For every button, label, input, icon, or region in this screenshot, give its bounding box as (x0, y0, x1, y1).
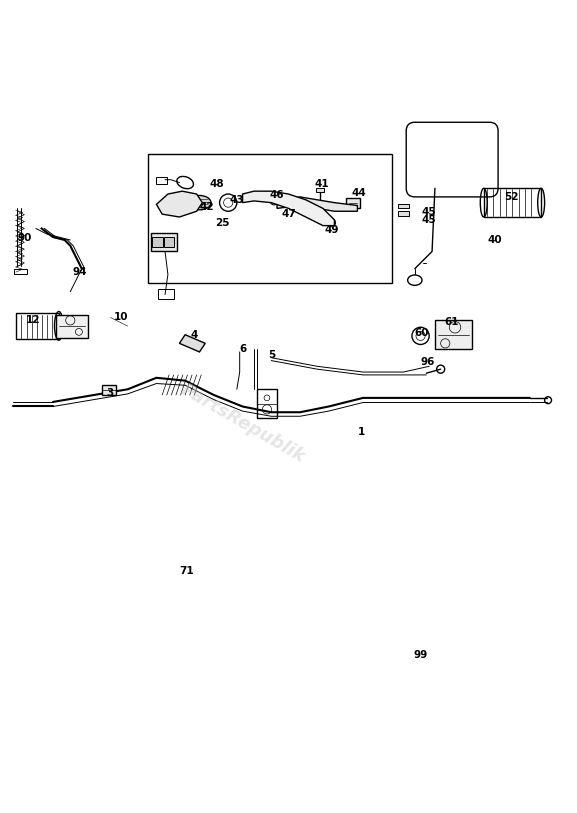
Bar (316, 188, 324, 193)
Bar (102, 385, 116, 395)
Bar (158, 289, 174, 298)
Text: 71: 71 (179, 567, 194, 576)
Polygon shape (179, 335, 205, 352)
Bar (151, 233, 177, 251)
Text: 47: 47 (282, 209, 297, 220)
Bar (398, 211, 409, 216)
Text: 52: 52 (504, 192, 518, 202)
Bar (257, 389, 277, 418)
Polygon shape (277, 197, 357, 211)
Text: 12: 12 (26, 315, 40, 324)
Text: 46: 46 (269, 190, 284, 200)
Text: 1: 1 (357, 428, 365, 437)
Bar (398, 204, 409, 208)
Bar (56, 315, 88, 337)
Text: 48: 48 (210, 179, 224, 189)
Text: 10: 10 (113, 312, 128, 323)
Text: 45: 45 (422, 207, 436, 217)
Text: 41: 41 (314, 179, 329, 189)
Circle shape (348, 203, 355, 210)
Circle shape (285, 200, 292, 207)
Text: 60: 60 (415, 328, 429, 338)
Polygon shape (242, 191, 335, 226)
Text: 42: 42 (200, 202, 214, 211)
Text: 96: 96 (421, 357, 435, 367)
Text: 99: 99 (414, 650, 428, 659)
Bar (346, 198, 360, 208)
Bar (156, 176, 167, 184)
Bar (435, 320, 472, 349)
Text: 90: 90 (17, 233, 32, 243)
Circle shape (270, 197, 278, 205)
Text: 94: 94 (72, 267, 87, 276)
Text: 3: 3 (107, 389, 114, 398)
Text: PartsRepublik: PartsRepublik (177, 380, 308, 467)
Bar (14, 268, 27, 275)
Polygon shape (156, 191, 203, 217)
Ellipse shape (188, 195, 211, 210)
Bar (148, 154, 392, 283)
Text: 43: 43 (229, 195, 244, 205)
Text: 6: 6 (239, 344, 247, 354)
Text: 4: 4 (191, 330, 198, 340)
Bar (164, 237, 174, 247)
Bar (16, 313, 59, 339)
Text: 44: 44 (351, 188, 366, 198)
Text: 40: 40 (488, 235, 503, 245)
Text: 61: 61 (445, 316, 459, 327)
Text: 45: 45 (422, 215, 436, 225)
Bar (152, 237, 163, 247)
Bar (484, 189, 541, 217)
FancyBboxPatch shape (406, 122, 498, 197)
Text: 5: 5 (268, 350, 276, 360)
Text: 25: 25 (216, 218, 230, 228)
Text: 49: 49 (324, 224, 339, 235)
